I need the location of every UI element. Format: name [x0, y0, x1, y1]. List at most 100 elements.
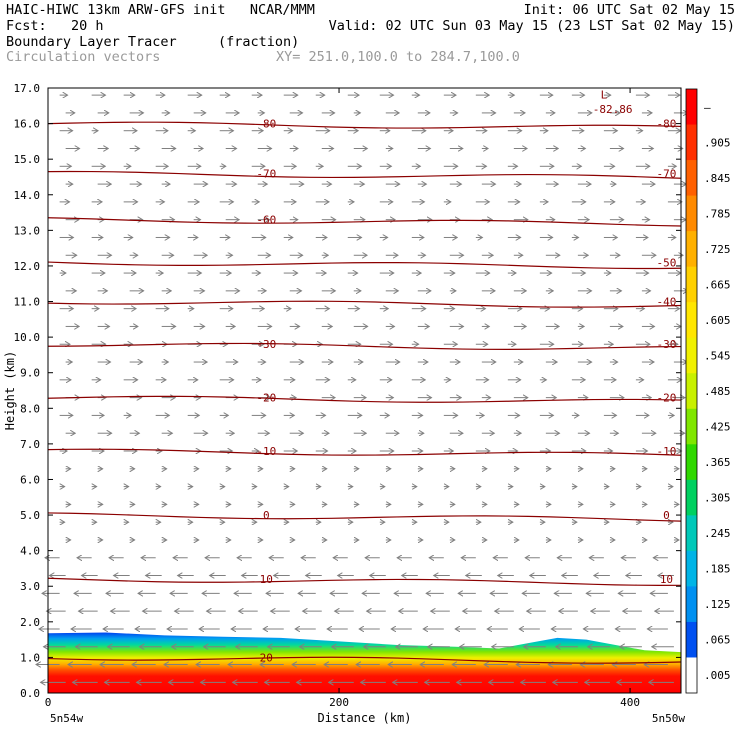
contour-label: 10 — [260, 573, 273, 586]
y-tick-label: 3.0 — [20, 580, 40, 593]
contour-line — [47, 656, 682, 664]
colorbar-swatch — [686, 231, 697, 268]
vector-field-name: Circulation vectors — [6, 49, 161, 65]
field-name: Boundary Layer Tracer — [6, 34, 177, 50]
y-axis: 0.0 1.0 2.0 3.0 4.0 5.0 6.0 7.0 8.0 9.0 10.0 11.0 12… — [3, 82, 681, 700]
contour-label: -60 — [256, 214, 276, 227]
colorbar-swatch — [686, 621, 697, 658]
colorbar-swatch — [686, 302, 697, 339]
colorbar: – .905 .845 .785 .725 .665 .605 .545 .485 .425 .36… — [685, 88, 731, 694]
colorbar-frame — [685, 88, 698, 694]
colorbar-swatch — [686, 550, 697, 587]
colorbar-label: .485 — [704, 385, 731, 398]
colorbar-swatch — [686, 160, 697, 197]
contour-line — [47, 261, 682, 270]
y-tick-label: 13.0 — [14, 224, 41, 237]
colorbar-label: .845 — [704, 172, 731, 185]
colorbar-label: .425 — [704, 421, 731, 434]
colorbar-swatch — [686, 408, 697, 445]
colorbar-label: .665 — [704, 278, 731, 291]
y-tick-label: 2.0 — [20, 616, 40, 629]
colorbar-swatch — [686, 266, 697, 303]
contour-line — [47, 300, 682, 308]
contour-label: -20 — [657, 392, 677, 405]
contour-line — [47, 217, 682, 227]
x-end-location: 5n50w — [652, 712, 685, 725]
colorbar-label: .365 — [704, 456, 731, 469]
colorbar-swatch — [686, 444, 697, 481]
x-tick-label: 200 — [329, 696, 349, 709]
y-tick-label: 9.0 — [20, 367, 40, 380]
colorbar-swatch — [686, 479, 697, 516]
x-start-location: 5n54w — [50, 712, 83, 725]
contour-label: -40 — [657, 296, 677, 309]
y-tick-label: 14.0 — [14, 189, 41, 202]
contour-line — [47, 577, 682, 586]
colorbar-label: .305 — [704, 492, 731, 505]
valid-time: Valid: 02 UTC Sun 03 May 15 (23 LST Sat … — [328, 18, 735, 34]
y-axis-title: Height (km) — [3, 351, 17, 430]
colorbar-label: .905 — [704, 136, 731, 149]
contour-line — [47, 395, 682, 403]
contour-label: 20 — [260, 651, 273, 664]
colorbar-label: .605 — [704, 314, 731, 327]
contour-label: -80 — [657, 118, 677, 131]
field-units: (fraction) — [218, 34, 300, 50]
x-tick-label: 400 — [620, 696, 640, 709]
contour-line — [47, 342, 682, 350]
colorbar-swatch — [686, 373, 697, 410]
low-value: -82.86 — [593, 103, 633, 116]
contour-line — [47, 170, 682, 179]
colorbar-swatch — [686, 124, 697, 161]
colorbar-label: .545 — [704, 349, 731, 362]
cross-section-endpoints: XY= 251.0,100.0 to 284.7,100.0 — [276, 49, 520, 65]
y-tick-label: 6.0 — [20, 473, 40, 486]
x-tick-label: 0 — [45, 696, 52, 709]
y-tick-label: 17.0 — [14, 82, 41, 95]
contour-label: -10 — [256, 445, 276, 458]
circulation-vectors — [36, 95, 688, 682]
y-tick-label: 12.0 — [14, 260, 41, 273]
colorbar-swatch — [686, 657, 697, 694]
x-axis-title: Distance (km) — [318, 711, 412, 725]
y-tick-label: 11.0 — [14, 296, 41, 309]
colorbar-swatch — [686, 586, 697, 623]
y-tick-label: 4.0 — [20, 545, 40, 558]
contour-label: -50 — [657, 256, 677, 269]
colorbar-swatch — [686, 195, 697, 232]
colorbar-swatch — [686, 337, 697, 374]
colorbar-label: .245 — [704, 527, 731, 540]
contour-label: -70 — [657, 167, 677, 180]
low-marker: L — [601, 89, 608, 102]
contour-label: 0 — [663, 509, 670, 522]
colorbar-label: .185 — [704, 563, 731, 576]
y-tick-label: 15.0 — [14, 153, 41, 166]
colorbar-label: .785 — [704, 207, 731, 220]
colorbar-swatch — [686, 89, 697, 126]
colorbar-label: .005 — [704, 669, 731, 682]
y-tick-label: 7.0 — [20, 438, 40, 451]
contour-label: -10 — [657, 445, 677, 458]
colorbar-swatch — [686, 515, 697, 552]
plot-frame — [47, 87, 682, 694]
contour-label: -30 — [657, 338, 677, 351]
y-tick-label: 10.0 — [14, 331, 41, 344]
init-time: Init: 06 UTC Sat 02 May 15 — [523, 2, 735, 18]
contour-line — [47, 512, 682, 522]
colorbar-label: .125 — [704, 598, 731, 611]
run-title: HAIC-HIWC 13km ARW-GFS init NCAR/MMM — [6, 2, 315, 18]
y-tick-label: 16.0 — [14, 118, 41, 131]
contour-label: -70 — [256, 167, 276, 180]
contour-label: -20 — [256, 392, 276, 405]
colorbar-label: .065 — [704, 634, 731, 647]
contour-lines: -80 -70 -60 -30 -20 -10 0 10 20 -80 -70 -50 -40 -30 -2… — [47, 89, 682, 664]
contour-label: -30 — [256, 338, 276, 351]
contour-label: 0 — [263, 509, 270, 522]
colorbar-label: – — [704, 101, 711, 114]
y-tick-label: 8.0 — [20, 402, 40, 415]
contour-line — [47, 448, 682, 456]
contour-label: -80 — [256, 118, 276, 131]
contour-line — [47, 121, 682, 129]
